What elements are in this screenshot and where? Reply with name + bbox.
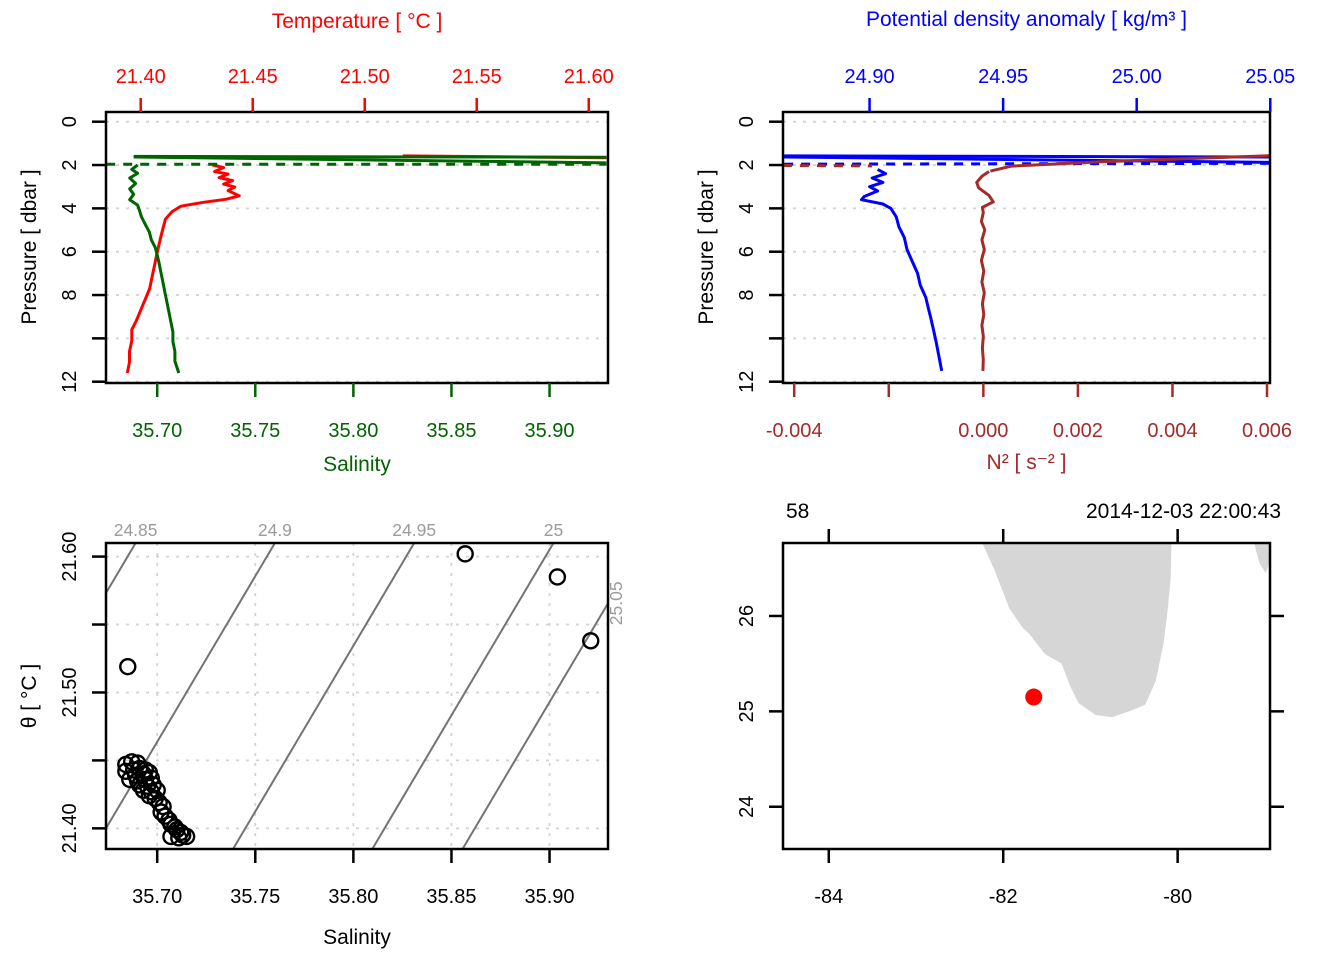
- tick-label: 8: [736, 289, 758, 300]
- panel-station-map: -84 -82 -80 26 25 24: [736, 529, 1284, 908]
- theta-axis-title: θ [ °C ]: [18, 663, 41, 729]
- isopycnal-label: 25.05: [606, 581, 626, 625]
- tick-label: 35.75: [230, 420, 280, 442]
- scatter-points: [117, 545, 600, 847]
- temperature-axis-title: Temperature [ °C ]: [271, 10, 443, 33]
- plot-box: [104, 110, 610, 385]
- tick-label: 26: [736, 605, 758, 627]
- tick-label: 21.45: [228, 66, 278, 88]
- axis-ticks: 21.40 21.45 21.50 21.55 21.60 35.70 35.75 35.80…: [59, 66, 614, 442]
- tick-label: 0: [736, 116, 758, 127]
- isopycnal-label: 25: [544, 520, 563, 540]
- tick-label: 35.85: [426, 886, 476, 908]
- tick-label: 21.40: [116, 66, 166, 88]
- tick-label: 4: [59, 203, 81, 214]
- tick-label: 21.60: [564, 66, 614, 88]
- tick-label: 12: [736, 371, 758, 393]
- plot-area: [106, 543, 608, 849]
- series-sigma-theta: [860, 168, 944, 372]
- tick-label: 25.00: [1112, 66, 1162, 88]
- plot-area: [783, 120, 1270, 383]
- tick-label: -84: [814, 886, 843, 908]
- tick-label: 4: [736, 203, 758, 214]
- station-dot: [1025, 688, 1043, 706]
- axis-ticks: -84 -82 -80 26 25 24: [736, 529, 1284, 908]
- tick-label: 21.60: [59, 532, 81, 582]
- n2-axis-title: N² [ s⁻² ]: [986, 451, 1067, 474]
- station-number-label: 58: [786, 500, 810, 523]
- gridlines: [106, 543, 608, 849]
- panel-profile-temperature-salinity: 21.40 21.45 21.50 21.55 21.60 35.70 35.75 35.80…: [59, 66, 614, 442]
- pressure-axis-title-left-panel: Pressure [ dbar ]: [18, 169, 41, 325]
- plot-area: [106, 120, 608, 383]
- tick-label: 21.40: [59, 803, 81, 853]
- tick-label: 0.004: [1147, 420, 1197, 442]
- isopycnal-label: 24.85: [114, 520, 158, 540]
- isopycnal-label: 24.9: [258, 520, 292, 540]
- density-axis-title: Potential density anomaly [ kg/m³ ]: [866, 8, 1187, 31]
- tick-label: 21.55: [452, 66, 502, 88]
- land-polygons: [982, 543, 1270, 718]
- plot-box: [104, 541, 610, 851]
- series-n2-surface-spike: [990, 154, 1270, 173]
- tick-label: 21.50: [340, 66, 390, 88]
- tick-label: 21.50: [59, 667, 81, 717]
- series-salinity: [128, 163, 181, 374]
- tick-label: 35.70: [132, 420, 182, 442]
- tick-label: 24.95: [978, 66, 1028, 88]
- tick-label: -82: [989, 886, 1018, 908]
- panel-ts-diagram: 24.85 24.9 24.95 25 25.05 35.70 35.75 35.80 35.8…: [59, 520, 626, 908]
- tick-label: 6: [59, 246, 81, 257]
- tick-label: 35.90: [525, 420, 575, 442]
- ts-salinity-axis-title: Salinity: [323, 926, 391, 949]
- pressure-axis-title-right-panel: Pressure [ dbar ]: [695, 169, 718, 325]
- axis-ticks: 35.70 35.75 35.80 35.85 35.90 21.60 21.50 21.40: [59, 532, 575, 908]
- gridlines: [106, 120, 608, 383]
- series-temperature: [125, 163, 241, 374]
- tick-label: 0: [59, 116, 81, 127]
- gridlines: [783, 120, 1270, 383]
- series-sigma-theta-surface-spike-2: [784, 155, 1270, 164]
- tick-label: 12: [59, 371, 81, 393]
- plot-box: [781, 110, 1272, 385]
- tick-label: 25.05: [1245, 66, 1295, 88]
- tick-label: 35.70: [132, 886, 182, 908]
- tick-label: 35.80: [328, 420, 378, 442]
- tick-label: 24: [736, 796, 758, 818]
- tick-label: 35.80: [328, 886, 378, 908]
- tick-label: 0.006: [1242, 420, 1292, 442]
- tick-label: 8: [59, 289, 81, 300]
- series-n2: [975, 170, 995, 371]
- tick-label: 0.002: [1053, 420, 1103, 442]
- station-timestamp-label: 2014-12-03 22:00:43: [1086, 500, 1281, 523]
- tick-label: 35.90: [525, 886, 575, 908]
- tick-label: -0.004: [766, 420, 823, 442]
- plot-box: [781, 541, 1272, 851]
- tick-label: 25: [736, 700, 758, 722]
- tick-label: 0.000: [958, 420, 1008, 442]
- isopycnal-contours: [106, 543, 608, 849]
- tick-label: 35.85: [426, 420, 476, 442]
- series-sigma-theta-surface-spike: [784, 154, 1270, 159]
- tick-label: 2: [59, 159, 81, 170]
- tick-label: 35.75: [230, 886, 280, 908]
- tick-label: 2: [736, 159, 758, 170]
- tick-label: 24.90: [845, 66, 895, 88]
- tick-label: 6: [736, 246, 758, 257]
- series-salinity-surface-spike-2: [133, 155, 607, 165]
- panel-profile-density-n2: 24.90 24.95 25.00 25.05 -0.004 0.000 0.002 0.00…: [736, 66, 1295, 442]
- tick-label: -80: [1163, 886, 1192, 908]
- series-sigma-theta-near-surface-dashed: [784, 161, 1270, 166]
- salinity-axis-title: Salinity: [323, 453, 391, 476]
- axis-ticks: 24.90 24.95 25.00 25.05 -0.004 0.000 0.002 0.00…: [736, 66, 1295, 442]
- isopycnal-label: 24.95: [392, 520, 436, 540]
- plot-area: [982, 543, 1270, 718]
